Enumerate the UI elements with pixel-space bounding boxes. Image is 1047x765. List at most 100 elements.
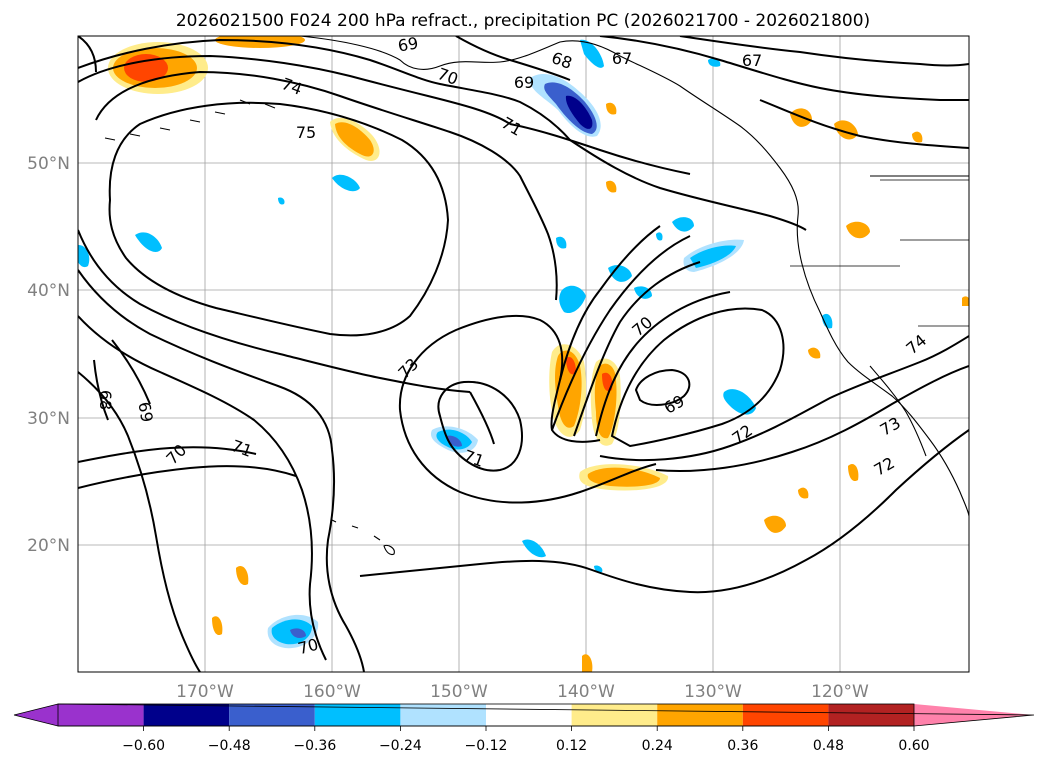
colorbar-segment	[571, 704, 658, 726]
contour-line	[679, 36, 969, 67]
precip-pos-mid	[808, 347, 821, 359]
colorbar-segment	[742, 704, 829, 726]
colorbar-segment	[229, 704, 315, 726]
lat-label-50n: 50°N	[27, 154, 70, 174]
lat-labels: 50°N 40°N 30°N 20°N	[27, 154, 70, 556]
map-background	[78, 36, 969, 672]
colorbar-segment	[828, 704, 914, 726]
contour-line	[455, 36, 571, 81]
figure-title: 2026021500 F024 200 hPa refract., precip…	[176, 11, 870, 31]
map-panel: 67 68 69 70 71 72 73 74 75 68 69 70 71 6…	[27, 33, 970, 702]
contour-label: 70	[296, 635, 321, 659]
precip-neg-mid	[559, 285, 586, 314]
lon-label-140w: 140°W	[557, 682, 615, 702]
precip-neg-mid	[690, 245, 736, 268]
colorbar-tick: 0.12	[556, 738, 587, 754]
colorbar-tick-marks	[143, 726, 915, 731]
precip-neg-max	[565, 95, 593, 129]
graticule	[78, 36, 969, 672]
precip-pos-mid	[606, 102, 617, 115]
contour-line	[599, 36, 969, 101]
precip-pos-mid	[848, 463, 859, 482]
precip-pos-mid	[764, 515, 786, 533]
contours	[78, 36, 969, 672]
colorbar-extend-high	[914, 704, 1034, 726]
contour-line	[509, 123, 691, 175]
precip-pos-mid	[335, 122, 374, 157]
contour-label: 67	[612, 49, 632, 68]
lon-label-130w: 130°W	[684, 682, 742, 702]
contour-label: 68	[96, 390, 115, 410]
contour-line	[78, 371, 201, 672]
contour-line	[599, 335, 969, 462]
contour-line	[78, 315, 327, 661]
precip-neg-mid	[656, 232, 663, 241]
precip-pos-mid	[582, 654, 593, 672]
contour-line	[398, 314, 601, 443]
contour-line	[437, 380, 523, 472]
contour-label: 67	[742, 51, 762, 70]
precip-pos-strong	[124, 54, 168, 82]
contour-line	[469, 391, 495, 445]
colorbar-extend-low	[14, 704, 58, 726]
hawaii-islands	[331, 519, 395, 556]
contour-line	[569, 139, 807, 231]
colorbar-segment	[314, 704, 401, 726]
contour-line	[78, 269, 365, 672]
contour-line	[559, 225, 661, 381]
precip-pos-mid	[962, 296, 969, 306]
colorbar-tick: −0.24	[379, 738, 422, 754]
contour-line	[610, 307, 785, 448]
precip-neg-mid	[556, 236, 567, 249]
precip-pos-mid	[606, 180, 617, 193]
colorbar-tick: −0.36	[293, 738, 336, 754]
precip-neg-mid	[522, 539, 546, 558]
precip-neg-mid	[580, 39, 604, 68]
precip-neg-strong	[290, 628, 306, 638]
lat-label-30n: 30°N	[27, 409, 70, 429]
contour-line	[573, 261, 701, 437]
lon-labels: 170°W 160°W 150°W 140°W 130°W 120°W	[176, 682, 869, 702]
lon-label-150w: 150°W	[430, 682, 488, 702]
lon-label-160w: 160°W	[303, 682, 361, 702]
contour-line	[95, 70, 558, 301]
colorbar-tick: −0.60	[122, 738, 165, 754]
colorbar-tick: −0.12	[465, 738, 508, 754]
colorbar-segment	[143, 704, 230, 726]
lat-label-20n: 20°N	[27, 536, 70, 556]
precip-pos-mid	[236, 565, 249, 586]
contour-line	[111, 339, 151, 405]
contour-line	[551, 235, 691, 431]
contour-label: 69	[514, 73, 534, 92]
precip-pos-strong	[602, 372, 613, 392]
colorbar: −0.60 −0.48 −0.36 −0.24 −0.12 0.12 0.24 …	[13, 703, 1035, 754]
contour-line	[359, 429, 969, 594]
precip-neg-strong	[446, 435, 462, 447]
colorbar-segment	[58, 704, 144, 726]
contour-line	[78, 465, 297, 489]
contour-line	[759, 99, 969, 149]
precip-neg-mid	[822, 313, 833, 329]
colorbar-ticks: −0.60 −0.48 −0.36 −0.24 −0.12 0.12 0.24 …	[122, 738, 929, 754]
contour-line	[93, 359, 109, 421]
contour-line	[108, 101, 450, 337]
colorbar-segment	[486, 704, 572, 726]
contour-line	[78, 38, 571, 141]
precip-pos-mid	[846, 221, 870, 239]
contour-label: 69	[396, 33, 419, 55]
contour-label: 69	[134, 400, 156, 423]
precip-neg-mid	[708, 58, 721, 67]
precip-neg-mid	[78, 244, 90, 268]
lon-label-170w: 170°W	[176, 682, 234, 702]
colorbar-tick: 0.24	[642, 738, 673, 754]
contour-line	[655, 365, 969, 473]
colorbar-tick: −0.48	[208, 738, 251, 754]
colorbar-segment	[400, 704, 486, 726]
state-borders	[790, 179, 969, 327]
precip-neg-mid	[672, 217, 694, 232]
contour-line	[78, 36, 97, 73]
precip-pos-mid	[798, 487, 809, 499]
precip-pos-mid	[212, 616, 223, 636]
map-frame	[77, 35, 970, 673]
